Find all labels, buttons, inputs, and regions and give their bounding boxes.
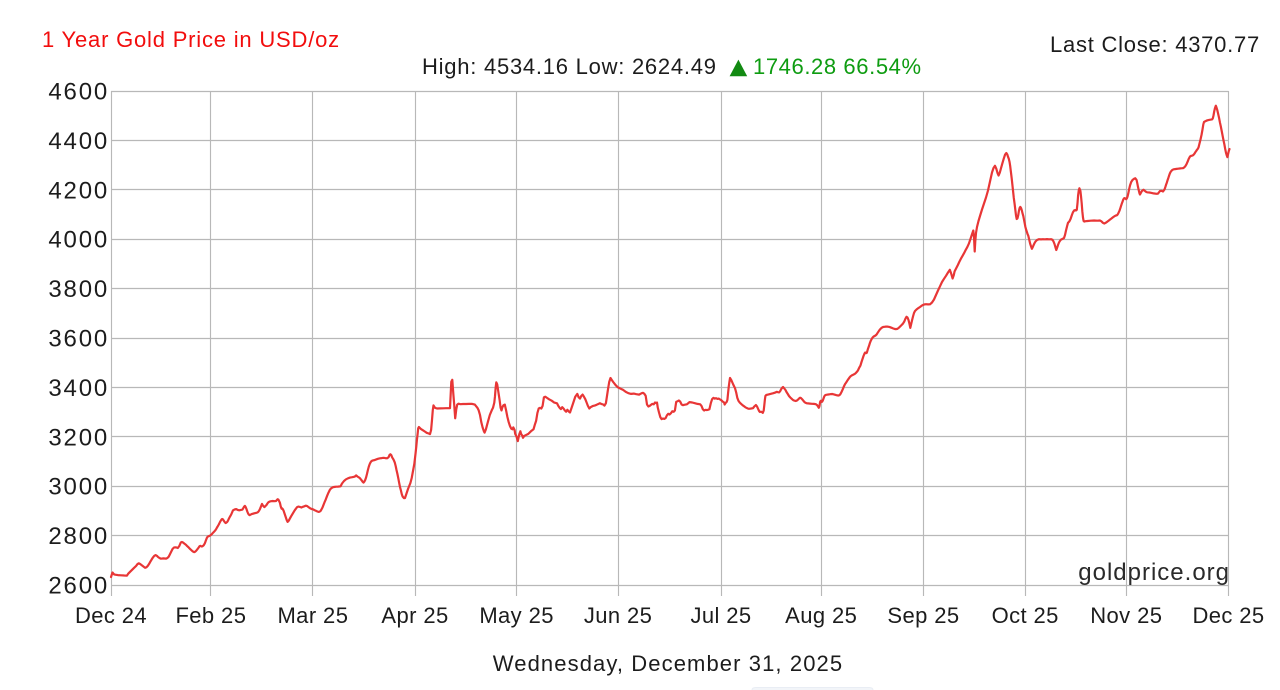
svg-text:Sep 25: Sep 25 <box>887 603 959 628</box>
svg-text:Oct 25: Oct 25 <box>992 603 1059 628</box>
svg-text:High: 4534.16 Low: 2624.49: High: 4534.16 Low: 2624.49 <box>422 54 717 79</box>
svg-text:Jun 25: Jun 25 <box>584 603 652 628</box>
svg-text:2800: 2800 <box>48 523 109 550</box>
svg-text:4000: 4000 <box>48 227 109 254</box>
svg-text:3400: 3400 <box>48 375 109 402</box>
svg-text:May 25: May 25 <box>479 603 554 628</box>
svg-text:Mar 25: Mar 25 <box>277 603 348 628</box>
svg-text:Feb 25: Feb 25 <box>175 603 246 628</box>
svg-text:1 Year Gold Price in USD/oz: 1 Year Gold Price in USD/oz <box>42 27 340 52</box>
svg-text:Aug 25: Aug 25 <box>785 603 857 628</box>
svg-text:Wednesday, December 31, 2025: Wednesday, December 31, 2025 <box>493 651 843 676</box>
svg-text:4600: 4600 <box>48 79 109 106</box>
svg-text:Nov 25: Nov 25 <box>1090 603 1162 628</box>
svg-text:Dec 25: Dec 25 <box>1192 603 1264 628</box>
svg-text:Jul 25: Jul 25 <box>690 603 751 628</box>
svg-text:1746.28 66.54%: 1746.28 66.54% <box>753 54 922 79</box>
svg-text:2600: 2600 <box>48 573 109 600</box>
svg-text:3800: 3800 <box>48 276 109 303</box>
svg-text:3000: 3000 <box>48 474 109 501</box>
svg-text:Dec 24: Dec 24 <box>75 603 147 628</box>
svg-text:3600: 3600 <box>48 326 109 353</box>
svg-text:4200: 4200 <box>48 177 109 204</box>
svg-text:goldprice.org: goldprice.org <box>1078 559 1230 586</box>
svg-text:4400: 4400 <box>48 128 109 155</box>
svg-text:3200: 3200 <box>48 424 109 451</box>
svg-text:Apr 25: Apr 25 <box>381 603 448 628</box>
svg-text:Last Close: 4370.77: Last Close: 4370.77 <box>1050 32 1260 57</box>
